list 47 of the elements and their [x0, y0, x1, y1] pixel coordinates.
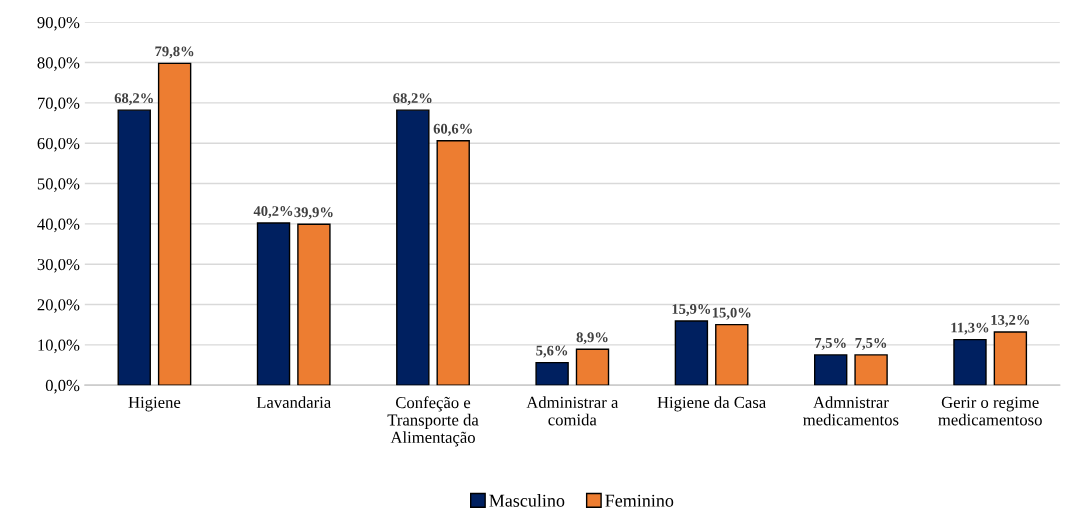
x-tick-label: Administrar a comida [526, 396, 619, 426]
data-label: 68,2% [393, 93, 432, 106]
y-tick-label: 40,0% [37, 218, 80, 233]
x-tick-label: Lavandaria [256, 396, 331, 409]
legend-label: Masculino [489, 494, 565, 507]
bar [674, 320, 709, 386]
data-label: 39,9% [294, 207, 333, 220]
bar [993, 331, 1028, 386]
legend-label: Feminino [605, 494, 674, 507]
y-tick-label: 0,0% [45, 379, 80, 394]
data-label: 5,6% [536, 345, 568, 358]
x-tick-label: Gerir o regime medicamentoso [938, 396, 1042, 426]
bar [854, 354, 888, 386]
y-tick-label: 80,0% [37, 57, 80, 71]
data-label: 8,9% [576, 332, 608, 345]
data-label: 60,6% [433, 123, 472, 136]
data-label: 15,9% [672, 304, 711, 317]
bar [157, 62, 192, 386]
data-label: 7,5% [855, 337, 887, 350]
y-tick-label: 20,0% [37, 299, 80, 313]
y-tick-label: 90,0% [37, 16, 80, 31]
data-label: 11,3% [951, 322, 989, 335]
bar [436, 140, 470, 386]
y-tick-label: 10,0% [38, 339, 80, 354]
x-tick-label: Higiene da Casa [657, 396, 766, 412]
data-label: 7,5% [815, 337, 846, 350]
bar [117, 109, 151, 386]
bar [953, 338, 987, 386]
bar [575, 348, 610, 386]
bar [396, 109, 430, 386]
data-label: 68,2% [114, 93, 153, 106]
data-label: 79,8% [155, 46, 194, 59]
bar [535, 361, 569, 386]
y-tick-label: 30,0% [37, 258, 80, 273]
x-tick-label: Confeção e Transporte da Alimentação [387, 396, 479, 447]
bar [715, 323, 749, 386]
bar [813, 354, 848, 386]
data-label: 40,2% [253, 206, 293, 219]
y-tick-label: 50,0% [37, 178, 80, 192]
bar [297, 223, 331, 386]
y-tick-label: 70,0% [37, 97, 80, 112]
data-label: 15,0% [712, 307, 751, 320]
data-label: 13,2% [991, 314, 1030, 327]
bar [256, 222, 291, 386]
x-tick-label: Admnistrar medicamentos [803, 396, 899, 426]
y-tick-label: 60,0% [37, 137, 80, 152]
x-tick-label: Higiene [128, 396, 181, 412]
